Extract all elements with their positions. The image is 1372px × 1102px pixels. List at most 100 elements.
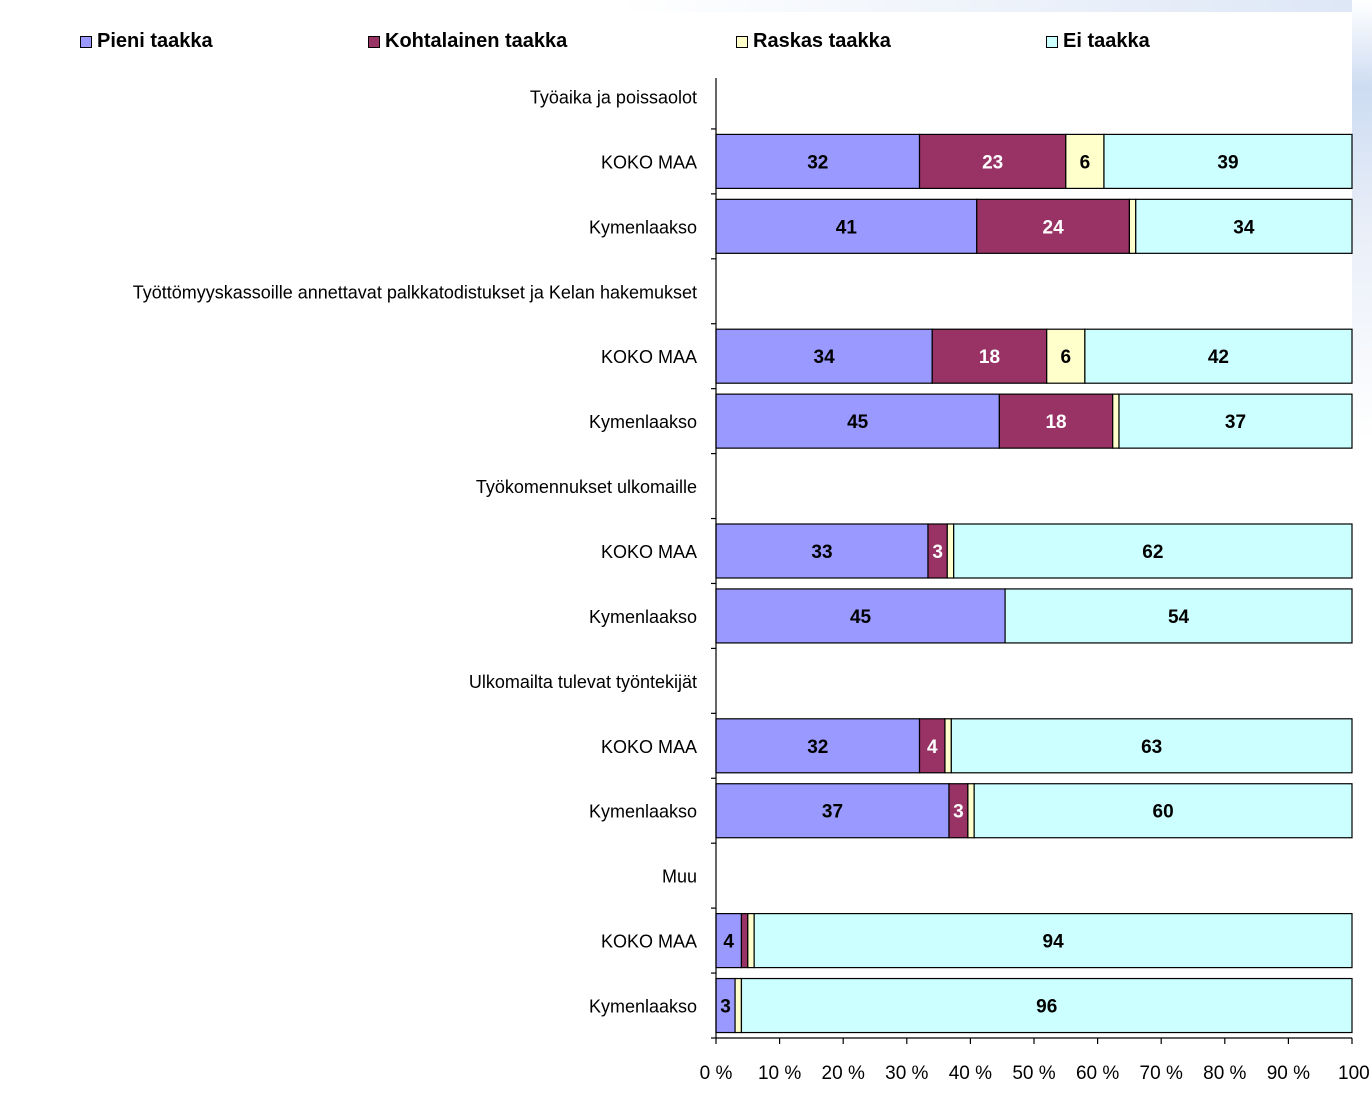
bar-segment xyxy=(946,523,955,579)
bar-segment xyxy=(740,977,1353,1034)
category-label: Muu xyxy=(662,867,697,887)
data-label: 96 xyxy=(1036,997,1057,1018)
category-label: KOKO MAA xyxy=(601,737,697,757)
legend-label: Pieni taakka xyxy=(97,30,213,52)
data-label: 37 xyxy=(822,802,843,823)
bar-segment xyxy=(967,783,975,839)
data-label: 3 xyxy=(953,802,964,823)
bar-segment xyxy=(1112,393,1120,449)
category-label: KOKO MAA xyxy=(601,347,697,367)
legend-swatch xyxy=(80,35,92,48)
category-label: KOKO MAA xyxy=(601,152,697,172)
bar-segment xyxy=(1135,198,1353,254)
data-label: 18 xyxy=(979,347,1000,368)
data-label: 32 xyxy=(807,152,828,173)
data-label: 4 xyxy=(927,737,938,758)
data-label: 42 xyxy=(1208,347,1229,368)
legend-item-raskas: Raskas taakka xyxy=(736,30,891,53)
legend-item-pieni: Pieni taakka xyxy=(80,30,213,53)
legend-item-ei: Ei taakka xyxy=(1046,30,1150,53)
value-tick-label: 30 % xyxy=(885,1063,928,1084)
legend-label: Raskas taakka xyxy=(753,30,891,52)
value-tick-label: 0 % xyxy=(700,1063,733,1084)
bar-segment xyxy=(1118,393,1353,449)
bar-segment xyxy=(1084,328,1353,384)
value-tick-label: 70 % xyxy=(1140,1063,1183,1084)
bar-segment xyxy=(715,718,921,774)
bar-segment xyxy=(931,328,1048,384)
category-label: Ulkomailta tulevat työntekijät xyxy=(469,672,697,692)
data-label: 45 xyxy=(850,607,872,628)
bar-segment xyxy=(976,198,1131,254)
data-label: 45 xyxy=(847,412,869,433)
value-tick-label: 100 % xyxy=(1338,1063,1372,1084)
data-label: 3 xyxy=(932,542,943,563)
bar-segment xyxy=(918,133,1067,189)
data-label: 32 xyxy=(807,737,828,758)
category-label: KOKO MAA xyxy=(601,542,697,562)
data-label: 39 xyxy=(1217,152,1238,173)
bar-segment xyxy=(715,783,950,839)
data-label: 4 xyxy=(723,932,734,953)
bar-segment xyxy=(998,393,1114,449)
bar-segment xyxy=(747,912,755,969)
legend-swatch xyxy=(368,35,380,48)
legend-swatch xyxy=(736,35,748,48)
value-tick-label: 60 % xyxy=(1076,1063,1119,1084)
data-label: 24 xyxy=(1043,217,1065,238)
data-label: 6 xyxy=(1061,347,1072,368)
legend-item-kohtalainen: Kohtalainen taakka xyxy=(368,30,567,53)
bar-segment xyxy=(944,718,952,774)
legend-swatch xyxy=(1046,35,1058,48)
legend-label: Kohtalainen taakka xyxy=(385,30,568,52)
data-label: 41 xyxy=(836,217,858,238)
data-label: 34 xyxy=(814,347,836,368)
top-gradient-edge xyxy=(0,0,1372,12)
bar-segment xyxy=(1128,198,1137,254)
value-tick-label: 40 % xyxy=(949,1063,992,1084)
data-label: 3 xyxy=(720,997,731,1018)
right-gradient-edge xyxy=(1352,0,1372,1102)
category-label: Kymenlaakso xyxy=(589,997,697,1017)
category-label: KOKO MAA xyxy=(601,932,697,952)
data-label: 94 xyxy=(1043,932,1065,953)
bar-segment xyxy=(740,912,749,969)
value-tick-label: 90 % xyxy=(1267,1063,1310,1084)
value-tick-label: 80 % xyxy=(1203,1063,1246,1084)
category-label: Työttömyyskassoille annettavat palkkatod… xyxy=(133,282,697,302)
value-tick-label: 50 % xyxy=(1012,1063,1055,1084)
category-label: Työkomennukset ulkomaille xyxy=(476,477,697,497)
bar-segment xyxy=(715,912,743,969)
data-label: 6 xyxy=(1080,152,1091,173)
category-label: Kymenlaakso xyxy=(589,607,697,627)
legend-label: Ei taakka xyxy=(1063,30,1150,52)
data-label: 33 xyxy=(811,542,832,563)
data-label: 34 xyxy=(1233,217,1255,238)
bar-segment xyxy=(973,783,1353,839)
bar-segment xyxy=(715,198,978,254)
bar-segment xyxy=(715,523,929,579)
bar-segment xyxy=(715,393,1000,449)
bar-segment xyxy=(753,912,1353,969)
bar-segment xyxy=(953,523,1353,579)
data-label: 37 xyxy=(1225,412,1246,433)
category-label: Kymenlaakso xyxy=(589,217,697,237)
data-label: 62 xyxy=(1142,542,1163,563)
value-tick-label: 10 % xyxy=(758,1063,801,1084)
bar-segment xyxy=(715,133,921,189)
data-label: 18 xyxy=(1045,412,1066,433)
bar-segment xyxy=(1103,133,1353,189)
bar-segment xyxy=(734,977,743,1034)
bar-segment xyxy=(950,718,1353,774)
data-label: 23 xyxy=(982,152,1003,173)
bar-segment xyxy=(715,588,1006,644)
category-label: Työaika ja poissaolot xyxy=(530,87,697,107)
data-label: 60 xyxy=(1153,802,1174,823)
category-label: Kymenlaakso xyxy=(589,412,697,432)
chart-legend: Pieni taakka Kohtalainen taakka Raskas t… xyxy=(0,30,1372,60)
data-label: 54 xyxy=(1168,607,1190,628)
bar-segment xyxy=(1004,588,1353,644)
bar-segment xyxy=(1065,133,1105,189)
value-tick-label: 20 % xyxy=(822,1063,865,1084)
